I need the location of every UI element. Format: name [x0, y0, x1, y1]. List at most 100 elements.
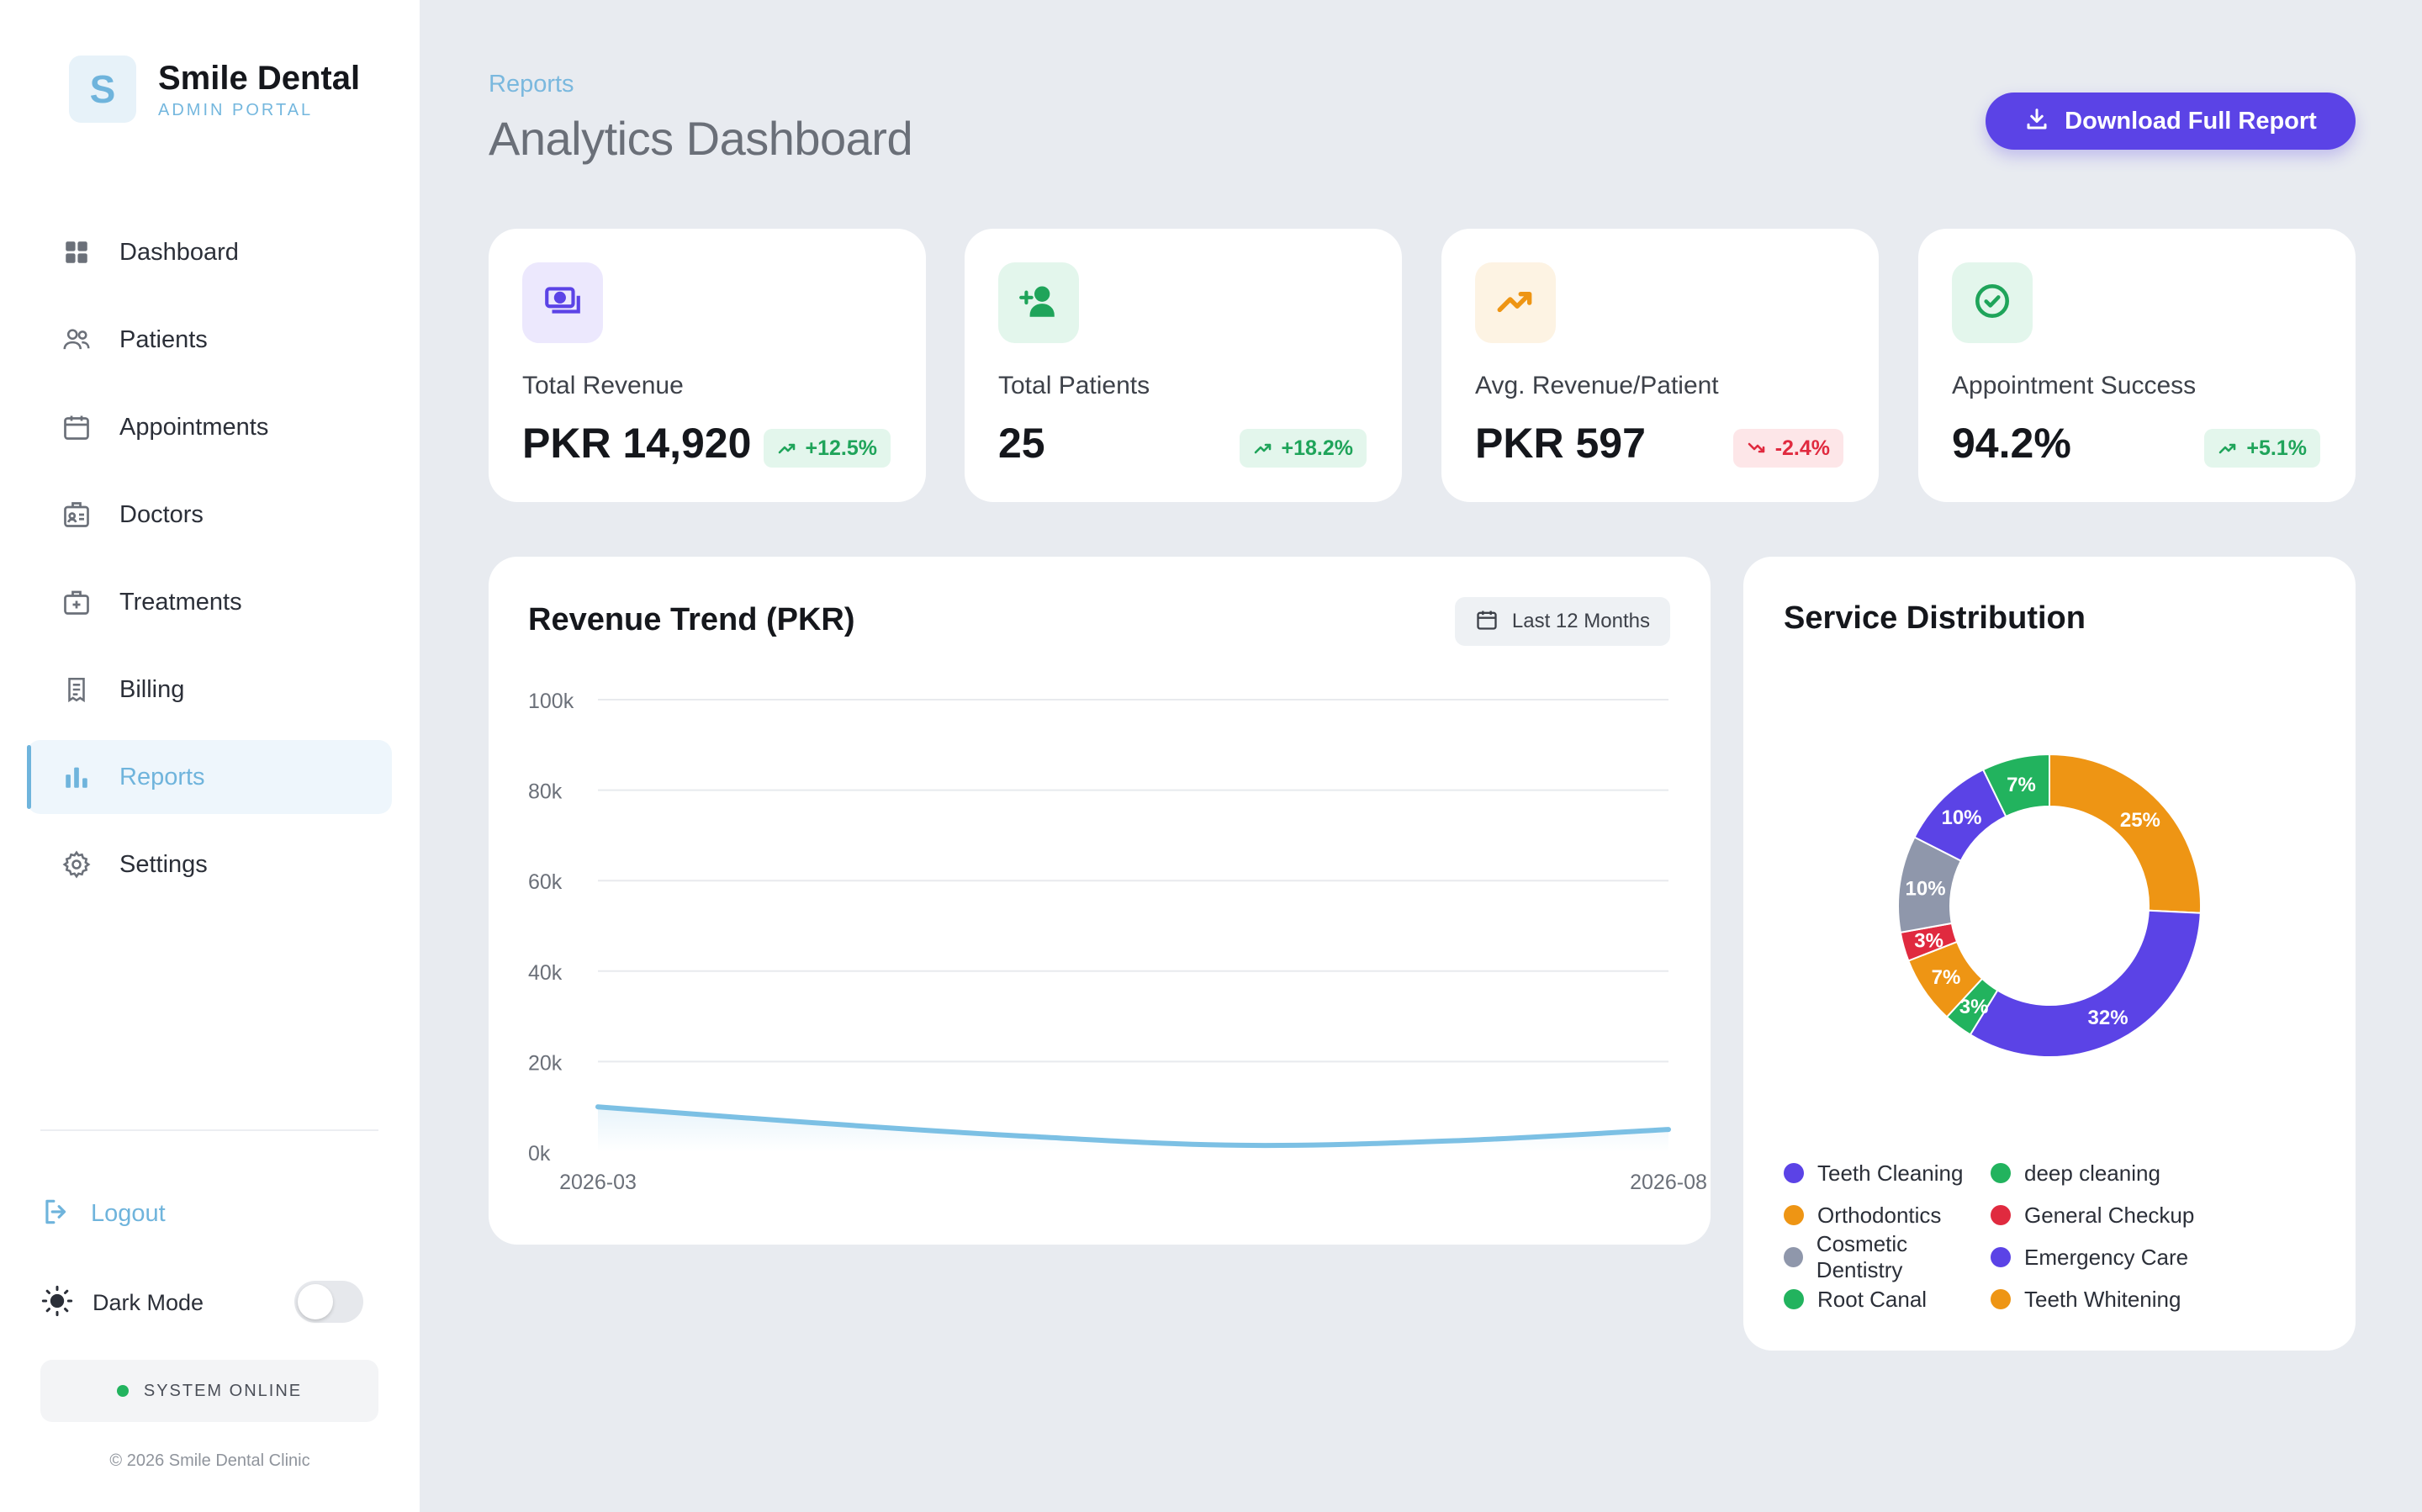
dark-mode-toggle[interactable]: [294, 1281, 363, 1323]
slice-label: 25%: [2120, 809, 2160, 832]
legend-item[interactable]: deep cleaning: [1991, 1160, 2260, 1187]
sidebar-item-appointments[interactable]: Appointments: [27, 390, 392, 464]
kpi-card-avg-revenue-patient[interactable]: Avg. Revenue/Patient PKR 597 -2.4%: [1441, 229, 1879, 502]
legend-row: Orthodontics General Checkup: [1784, 1194, 2322, 1236]
slice-label: 3%: [1914, 930, 1943, 953]
y-tick-label: 0k: [528, 1142, 551, 1166]
sun-icon: [40, 1284, 74, 1322]
legend-label: deep cleaning: [2024, 1160, 2160, 1186]
legend-item[interactable]: Teeth Cleaning: [1784, 1160, 1991, 1187]
download-report-label: Download Full Report: [2065, 107, 2317, 135]
breadcrumb[interactable]: Reports: [489, 71, 574, 98]
kpi-value: 94.2%: [1952, 420, 2071, 467]
sidebar: S Smile Dental ADMIN PORTAL Dashboard Pa…: [0, 0, 420, 1512]
brand[interactable]: S Smile Dental ADMIN PORTAL: [69, 56, 360, 123]
logout-icon: [40, 1196, 72, 1232]
y-tick-label: 40k: [528, 961, 563, 985]
revenue-chart-title: Revenue Trend (PKR): [528, 602, 855, 637]
dark-mode-label: Dark Mode: [93, 1290, 204, 1315]
sidebar-item-label: Billing: [119, 675, 185, 703]
kpi-card-appointment-success[interactable]: Appointment Success 94.2% +5.1%: [1918, 229, 2356, 502]
trending-up-icon: [1494, 280, 1536, 326]
legend-item[interactable]: General Checkup: [1991, 1203, 2260, 1229]
add-user-icon: [1018, 280, 1060, 326]
legend-item[interactable]: Orthodontics: [1784, 1203, 1991, 1229]
kpi-icon-box: [522, 262, 603, 343]
system-status: SYSTEM ONLINE: [40, 1360, 378, 1422]
y-tick-label: 60k: [528, 870, 563, 894]
service-legend: Teeth Cleaning deep cleaning Orthodontics G…: [1784, 1152, 2322, 1320]
sidebar-item-patients[interactable]: Patients: [27, 303, 392, 377]
service-distribution-card: Service Distribution 25% 32% 3% 7% 3% 10% 10% 7…: [1743, 557, 2356, 1351]
sidebar-item-dashboard[interactable]: Dashboard: [27, 215, 392, 289]
kpi-change-badge: -2.4%: [1732, 429, 1843, 468]
donut-slice[interactable]: [1969, 909, 2202, 1058]
legend-swatch: [1991, 1205, 2011, 1225]
kpi-change: +12.5%: [805, 436, 878, 460]
sidebar-item-label: Appointments: [119, 413, 269, 441]
trending-up-icon: [778, 443, 795, 454]
y-tick-label: 80k: [528, 780, 563, 804]
gear-icon: [61, 849, 93, 880]
sidebar-item-billing[interactable]: Billing: [27, 653, 392, 727]
kpi-change-badge: +18.2%: [1239, 429, 1367, 468]
legend-label: Root Canal: [1817, 1286, 1928, 1312]
calendar-icon: [61, 411, 93, 443]
legend-swatch: [1784, 1247, 1803, 1267]
legend-label: Cosmetic Dentistry: [1816, 1231, 1908, 1282]
page-title: Analytics Dashboard: [489, 112, 913, 165]
bar-chart-icon: [61, 761, 93, 793]
legend-label: Teeth Cleaning: [1817, 1160, 1964, 1186]
kpi-title: Total Revenue: [522, 372, 684, 399]
revenue-chart: 0k 20k 40k 60k 80k 100k 2026-03 2026-08: [528, 690, 1707, 1194]
sidebar-item-label: Doctors: [119, 500, 204, 528]
receipt-icon: [61, 674, 93, 706]
slice-label: 10%: [1941, 806, 1981, 829]
slice-label: 7%: [1932, 966, 1961, 989]
date-range-label: Last 12 Months: [1511, 610, 1650, 632]
trending-down-icon: [1748, 442, 1764, 453]
legend-item[interactable]: Emergency Care: [1991, 1245, 2260, 1271]
grid-icon: [61, 236, 93, 268]
kpi-icon-box: [1475, 262, 1556, 343]
legend-item[interactable]: Teeth Whitening: [1991, 1287, 2260, 1313]
service-chart-title: Service Distribution: [1784, 600, 2086, 636]
kpi-title: Avg. Revenue/Patient: [1475, 372, 1719, 399]
donut-slice[interactable]: [1981, 753, 2050, 818]
legend-row: Root Canal Teeth Whitening: [1784, 1278, 2322, 1320]
legend-item[interactable]: Cosmetic Dentistry: [1784, 1231, 1991, 1283]
kpi-title: Appointment Success: [1952, 372, 2197, 399]
status-dot: [116, 1385, 129, 1397]
revenue-area: [598, 1107, 1668, 1152]
calendar-icon: [1475, 608, 1499, 636]
sidebar-item-label: Dashboard: [119, 238, 239, 266]
slice-label: 7%: [2007, 774, 2036, 796]
kpi-change: +18.2%: [1281, 436, 1354, 460]
kpi-icon-box: [998, 262, 1079, 343]
sidebar-item-treatments[interactable]: Treatments: [27, 565, 392, 639]
kpi-value: PKR 14,920: [522, 420, 752, 467]
download-report-button[interactable]: Download Full Report: [1986, 93, 2356, 150]
donut-slice[interactable]: [2049, 753, 2202, 914]
slice-label: 32%: [2088, 1007, 2129, 1029]
legend-label: Orthodontics: [1817, 1202, 1942, 1228]
kpi-change-badge: +12.5%: [763, 429, 891, 468]
sidebar-item-label: Patients: [119, 325, 208, 353]
legend-label: General Checkup: [2024, 1202, 2195, 1228]
kpi-card-total-patients[interactable]: Total Patients 25 +18.2%: [965, 229, 1402, 502]
service-donut-chart: 25%32%3%7%3%10%10%7%: [1897, 753, 2202, 1058]
check-circle-icon: [1971, 280, 2013, 326]
sidebar-item-label: Reports: [119, 763, 205, 790]
dark-mode-row: Dark Mode: [40, 1281, 363, 1323]
kpi-change: -2.4%: [1774, 436, 1830, 460]
sidebar-item-reports[interactable]: Reports: [27, 740, 392, 814]
date-range-button[interactable]: Last 12 Months: [1454, 597, 1670, 646]
kpi-card-total-revenue[interactable]: Total Revenue PKR 14,920 +12.5%: [489, 229, 926, 502]
logout-button[interactable]: Logout: [40, 1196, 166, 1232]
kpi-title: Total Patients: [998, 372, 1150, 399]
brand-name: Smile Dental: [158, 59, 361, 97]
legend-item[interactable]: Root Canal: [1784, 1287, 1991, 1313]
sidebar-item-settings[interactable]: Settings: [27, 827, 392, 901]
revenue-line: [595, 1104, 1671, 1149]
sidebar-item-doctors[interactable]: Doctors: [27, 478, 392, 552]
